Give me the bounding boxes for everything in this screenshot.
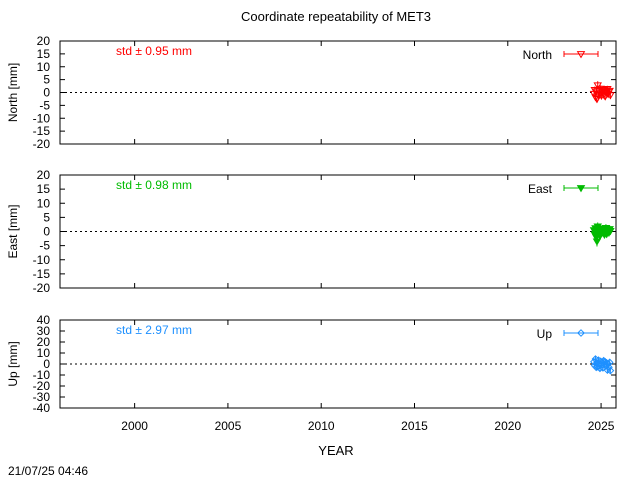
x-tick-label: 2015 [401,419,428,433]
y-tick-label: 10 [37,60,51,74]
data-point [605,87,614,96]
legend-sample-marker [577,329,585,337]
y-tick-label: 20 [37,34,51,48]
std-annotation: std ± 0.95 mm [116,44,192,58]
x-axis-label: YEAR [318,443,353,458]
data-point [592,238,602,246]
y-tick-label: 15 [37,47,51,61]
y-axis-label: East [mm] [6,204,20,258]
legend-label: North [523,48,552,62]
y-tick-label: -15 [33,267,51,281]
x-tick-label: 2025 [588,419,615,433]
data-point [606,228,615,236]
y-tick-label: -10 [33,253,51,267]
y-tick-label: -10 [33,368,51,382]
y-tick-label: -15 [33,124,51,138]
y-tick-label: 0 [43,86,50,100]
y-tick-label: 30 [37,324,51,338]
y-tick-label: -20 [33,281,51,295]
y-tick-label: -30 [33,390,51,404]
legend-label: East [528,182,553,196]
y-axis-label: North [mm] [6,63,20,122]
data-point [605,358,614,367]
data-point [604,360,613,368]
y-tick-label: 5 [43,210,50,224]
y-axis-label: Up [mm] [6,341,20,386]
data-point [606,366,615,375]
y-tick-label: 20 [37,168,51,182]
data-point [605,363,613,372]
y-tick-label: -5 [39,98,50,112]
x-tick-label: 2020 [494,419,521,433]
y-tick-label: 0 [43,357,50,371]
data-point [603,366,612,374]
series-up [590,355,615,375]
series-north [589,81,615,104]
chart-title: Coordinate repeatability of MET3 [241,9,431,24]
legend-label: Up [537,327,553,341]
legend-sample-marker [576,185,586,193]
footer-timestamp: 21/07/25 04:46 [8,464,88,478]
std-annotation: std ± 0.98 mm [116,178,192,192]
y-tick-label: -5 [39,239,50,253]
y-tick-label: -40 [33,401,51,415]
std-annotation: std ± 2.97 mm [116,323,192,337]
y-tick-label: 40 [37,313,51,327]
x-tick-label: 2000 [121,419,148,433]
y-tick-label: -20 [33,379,51,393]
y-tick-label: 15 [37,182,51,196]
legend-sample-marker [576,51,586,59]
y-tick-label: 10 [37,346,51,360]
data-point [606,92,615,100]
y-tick-label: -20 [33,137,51,151]
x-tick-label: 2010 [308,419,335,433]
x-tick-label: 2005 [215,419,242,433]
series-east [589,222,615,247]
y-tick-label: 5 [43,73,50,87]
y-tick-label: -10 [33,111,51,125]
y-tick-label: 10 [37,196,51,210]
y-tick-label: 20 [37,335,51,349]
y-tick-label: 0 [43,225,50,239]
